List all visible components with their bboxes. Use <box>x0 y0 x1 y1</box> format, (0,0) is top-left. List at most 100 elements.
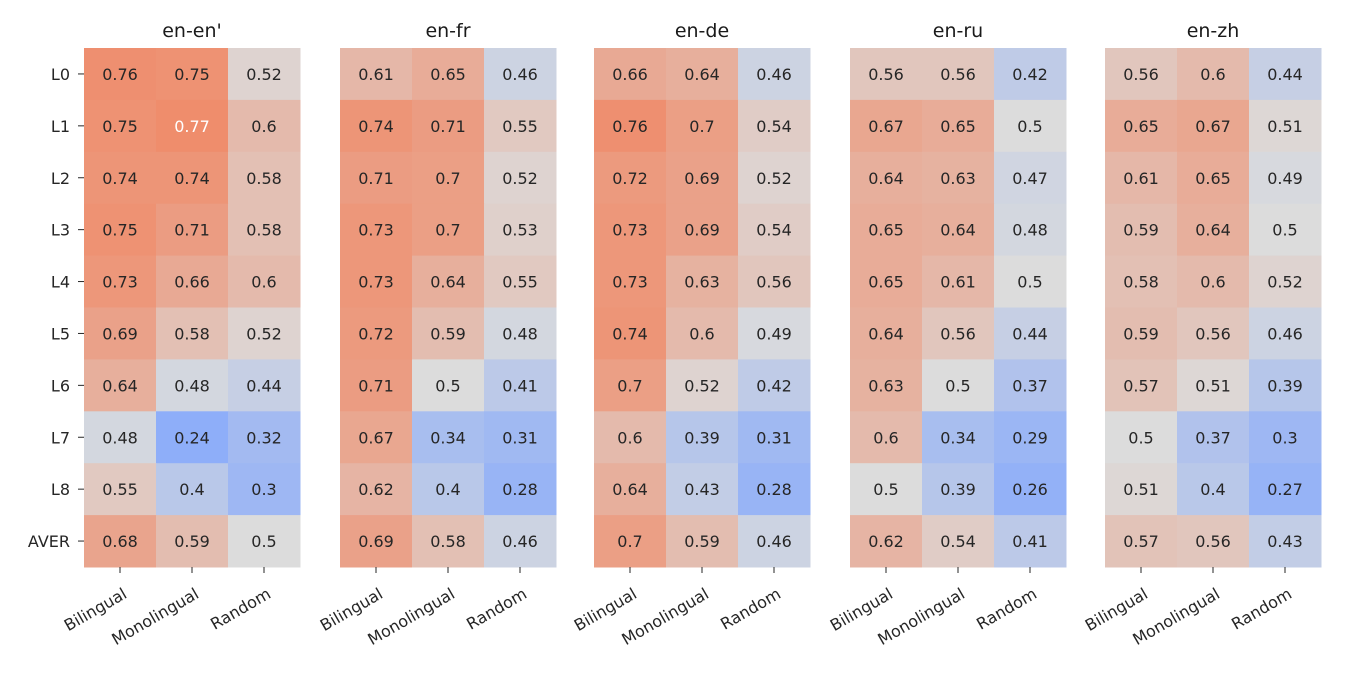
cell-value-label: 0.74 <box>612 324 648 343</box>
heatmap-cell <box>484 48 557 101</box>
heatmap-cell <box>484 307 557 360</box>
cell-value-label: 0.34 <box>940 428 976 447</box>
heatmap-cell <box>156 48 229 101</box>
heatmap-cell <box>1249 48 1322 101</box>
heatmap-cell <box>994 203 1067 257</box>
heatmap-cell <box>994 151 1067 205</box>
row-label: L3 <box>51 221 70 240</box>
heatmap-panel: en-de 0.66 0.64 0.46 0.76 0.7 0.54 0.72 0.69 0.52… <box>571 20 811 649</box>
heatmap-cell <box>156 307 229 360</box>
heatmap-cell <box>738 411 811 464</box>
cell-value-label: 0.48 <box>1012 221 1048 240</box>
cell-value-label: 0.76 <box>102 65 138 84</box>
cell-value-label: 0.65 <box>868 273 904 292</box>
heatmap-cell <box>228 515 301 568</box>
cell-value-label: 0.28 <box>502 480 538 499</box>
cell-value-label: 0.74 <box>358 117 394 136</box>
cell-value-label: 0.43 <box>1267 532 1303 551</box>
cell-value-label: 0.6 <box>1200 65 1225 84</box>
cell-value-label: 0.61 <box>1123 169 1159 188</box>
heatmap-cell <box>666 515 739 568</box>
cell-value-label: 0.52 <box>246 65 282 84</box>
heatmap-cell <box>1105 203 1178 257</box>
heatmap-cell <box>994 99 1067 153</box>
heatmap-cell <box>84 255 157 308</box>
heatmap-cell <box>484 515 557 568</box>
heatmap-cell <box>84 359 157 412</box>
cell-value-label: 0.32 <box>246 428 282 447</box>
cell-value-label: 0.4 <box>179 480 204 499</box>
cell-value-label: 0.4 <box>1200 480 1225 499</box>
heatmap-cell <box>594 48 667 101</box>
row-label: L0 <box>51 65 70 84</box>
row-label: L1 <box>51 117 70 136</box>
cell-value-label: 0.65 <box>1123 117 1159 136</box>
heatmap-cell <box>666 48 739 101</box>
cell-value-label: 0.37 <box>1012 376 1048 395</box>
heatmap-cell <box>412 515 485 568</box>
heatmap-cell <box>666 463 739 516</box>
cell-value-label: 0.54 <box>756 221 792 240</box>
cell-value-label: 0.51 <box>1123 480 1159 499</box>
cell-value-label: 0.6 <box>1200 273 1225 292</box>
cell-value-label: 0.71 <box>430 117 466 136</box>
cell-value-label: 0.56 <box>1195 324 1231 343</box>
cell-value-label: 0.77 <box>174 117 210 136</box>
heatmap-cell <box>340 255 413 308</box>
cell-value-label: 0.69 <box>684 221 720 240</box>
heatmap-cell <box>738 515 811 568</box>
heatmap-cell <box>850 359 923 412</box>
heatmap-cell <box>156 151 229 205</box>
cell-value-label: 0.54 <box>940 532 976 551</box>
heatmap-cell <box>228 203 301 257</box>
cell-value-label: 0.24 <box>174 428 210 447</box>
cell-value-label: 0.59 <box>430 324 466 343</box>
heatmap-cell <box>994 48 1067 101</box>
heatmap-cell <box>666 411 739 464</box>
heatmap-cell <box>1105 515 1178 568</box>
heatmap-cell <box>1249 515 1322 568</box>
column-label: Random <box>717 584 784 634</box>
heatmap-cell <box>738 203 811 257</box>
cell-value-label: 0.5 <box>435 376 460 395</box>
cell-value-label: 0.5 <box>873 480 898 499</box>
cell-value-label: 0.48 <box>502 324 538 343</box>
cell-value-label: 0.37 <box>1195 428 1231 447</box>
heatmap-cell <box>1105 359 1178 412</box>
cell-value-label: 0.6 <box>251 273 276 292</box>
cell-value-label: 0.62 <box>358 480 394 499</box>
heatmap-cell <box>484 255 557 308</box>
column-label: Random <box>973 584 1040 634</box>
heatmap-cell <box>666 151 739 205</box>
heatmap-cell <box>1249 463 1322 516</box>
heatmap-cell <box>666 255 739 308</box>
heatmap-cell <box>156 359 229 412</box>
heatmap-cell <box>228 411 301 464</box>
cell-value-label: 0.59 <box>1123 221 1159 240</box>
heatmap-cell <box>1105 307 1178 360</box>
heatmap-cell <box>594 255 667 308</box>
heatmap-cell <box>340 411 413 464</box>
cell-value-label: 0.6 <box>251 117 276 136</box>
cell-value-label: 0.64 <box>102 376 138 395</box>
cell-value-label: 0.51 <box>1267 117 1303 136</box>
panel-title: en-fr <box>425 20 470 42</box>
cell-value-label: 0.54 <box>756 117 792 136</box>
heatmap-cell <box>84 48 157 101</box>
cell-value-label: 0.62 <box>868 532 904 551</box>
heatmap-cell <box>738 307 811 360</box>
heatmap-cell <box>84 99 157 153</box>
heatmap-cell <box>738 463 811 516</box>
heatmap-cell <box>922 48 995 101</box>
heatmap-cell <box>156 515 229 568</box>
cell-value-label: 0.3 <box>251 480 276 499</box>
cell-value-label: 0.52 <box>684 376 720 395</box>
cell-value-label: 0.74 <box>174 169 210 188</box>
cell-value-label: 0.69 <box>102 324 138 343</box>
cell-value-label: 0.46 <box>756 65 792 84</box>
heatmap-cell <box>738 48 811 101</box>
heatmap-cell <box>228 151 301 205</box>
cell-value-label: 0.61 <box>358 65 394 84</box>
heatmap-cell <box>340 151 413 205</box>
